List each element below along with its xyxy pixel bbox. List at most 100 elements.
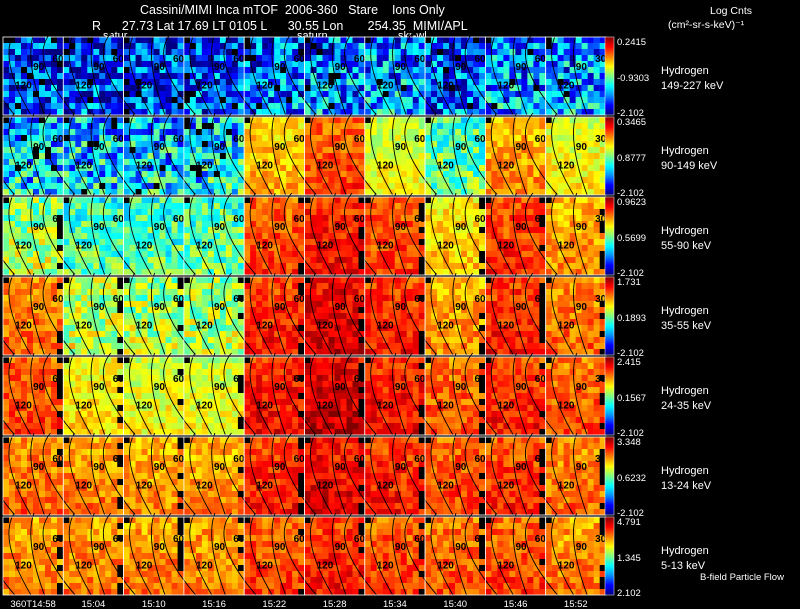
contour-label: 60 bbox=[354, 534, 366, 545]
contour-label: 90 bbox=[395, 62, 407, 73]
contour-label: 30 bbox=[595, 294, 607, 305]
energy-range-label: 5-13 keV bbox=[661, 560, 706, 572]
contour-label: 60 bbox=[354, 454, 366, 465]
species-label: Hydrogen bbox=[661, 225, 709, 237]
contour-label: 90 bbox=[395, 542, 407, 553]
contour-label: 120 bbox=[256, 321, 273, 332]
contour-label: 120 bbox=[558, 561, 575, 572]
contour-label: 60 bbox=[354, 214, 366, 225]
contour-label: 60 bbox=[475, 374, 487, 385]
colorbar bbox=[604, 356, 615, 436]
contour-label: 120 bbox=[558, 241, 575, 252]
contour-label: 90 bbox=[214, 142, 226, 153]
contour-label: 90 bbox=[395, 302, 407, 313]
species-label: Hydrogen bbox=[661, 385, 709, 397]
contour-label: 120 bbox=[558, 161, 575, 172]
contour-label: 120 bbox=[75, 241, 92, 252]
contour-label: 90 bbox=[576, 142, 588, 153]
colorbar-min-label: -2.102 bbox=[617, 508, 644, 519]
contour-label: 120 bbox=[437, 241, 454, 252]
contour-label: 120 bbox=[498, 161, 515, 172]
contour-label: 120 bbox=[196, 161, 213, 172]
contour-label: 90 bbox=[335, 462, 347, 473]
contour-label: 90 bbox=[154, 62, 166, 73]
panel-row-2: 9012060901206090120609012060901206090120… bbox=[0, 112, 718, 200]
units-label: Log Cnts bbox=[710, 5, 753, 17]
contour-label: 90 bbox=[516, 62, 528, 73]
contour-label: 60 bbox=[535, 214, 547, 225]
colorbar-mid-label: 0.1567 bbox=[617, 393, 646, 404]
contour-label: 120 bbox=[377, 401, 394, 412]
contour-label: 60 bbox=[294, 54, 306, 65]
contour-label: 120 bbox=[317, 401, 334, 412]
colorbar-min-label: -2.102 bbox=[617, 268, 644, 279]
contour-label: 60 bbox=[173, 454, 185, 465]
contour-label: 60 bbox=[535, 534, 547, 545]
contour-label: 60 bbox=[173, 374, 185, 385]
contour-label: 120 bbox=[136, 481, 153, 492]
contour-label: 120 bbox=[15, 241, 32, 252]
contour-label: 120 bbox=[558, 401, 575, 412]
colorbar-max-label: 4.791 bbox=[617, 517, 641, 528]
contour-label: 60 bbox=[52, 454, 64, 465]
contour-label: 120 bbox=[437, 161, 454, 172]
time-tick-label: 15:04 bbox=[82, 599, 106, 609]
contour-label: 60 bbox=[233, 454, 245, 465]
contour-label: 90 bbox=[335, 62, 347, 73]
contour-label: 120 bbox=[196, 401, 213, 412]
time-tick-label: 360T14:58 bbox=[10, 599, 55, 609]
contour-label: 120 bbox=[317, 81, 334, 92]
footnote: B-field Particle Flow bbox=[700, 572, 784, 583]
panel-row-1: 9012060901206090120609012060901206090120… bbox=[0, 32, 724, 120]
time-tick-label: 15:34 bbox=[383, 599, 407, 609]
species-label: Hydrogen bbox=[661, 145, 709, 157]
contour-label: 120 bbox=[437, 401, 454, 412]
contour-label: 120 bbox=[75, 401, 92, 412]
contour-label: 90 bbox=[395, 382, 407, 393]
contour-label: 90 bbox=[33, 382, 45, 393]
contour-label: 120 bbox=[196, 241, 213, 252]
contour-label: 60 bbox=[354, 134, 366, 145]
contour-label: 30 bbox=[595, 54, 607, 65]
contour-label: 60 bbox=[233, 134, 245, 145]
contour-label: 90 bbox=[214, 462, 226, 473]
contour-label: 60 bbox=[173, 294, 185, 305]
panel-row-5: 9012060901206090120609012060901206090120… bbox=[0, 352, 712, 440]
contour-label: 60 bbox=[414, 214, 426, 225]
contour-label: 90 bbox=[33, 302, 45, 313]
colorbar-max-label: 0.9623 bbox=[617, 197, 646, 208]
contour-label: 90 bbox=[335, 382, 347, 393]
contour-label: 60 bbox=[414, 454, 426, 465]
contour-label: 60 bbox=[414, 374, 426, 385]
contour-label: 120 bbox=[498, 81, 515, 92]
contour-label: 90 bbox=[335, 222, 347, 233]
contour-label: 60 bbox=[294, 374, 306, 385]
colorbar bbox=[604, 436, 615, 516]
contour-label: 60 bbox=[113, 294, 125, 305]
contour-label: 120 bbox=[196, 561, 213, 572]
colorbar-mid-label: 0.8777 bbox=[617, 153, 646, 164]
colorbar bbox=[604, 516, 615, 596]
colorbar-mid-label: 0.6232 bbox=[617, 473, 646, 484]
contour-label: 120 bbox=[15, 561, 32, 572]
colorbar-min-label: -2.102 bbox=[617, 188, 644, 199]
